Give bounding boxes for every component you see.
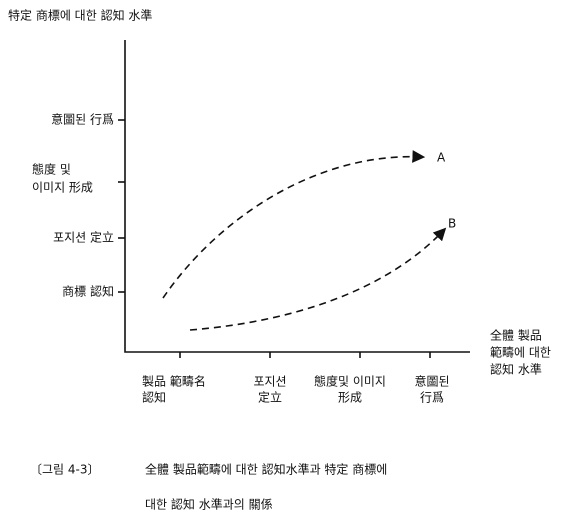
caption: 대한 認知 水準과의 關係 bbox=[145, 497, 273, 512]
caption: 全體 製品範疇에 대한 認知水準과 特定 商標에 bbox=[145, 462, 387, 477]
x-axis-label: 全體 製品 bbox=[490, 328, 542, 343]
x-level: 行爲 bbox=[420, 391, 444, 405]
y-level: 意圖된 行爲 bbox=[51, 112, 114, 127]
x-level: 認知 bbox=[142, 390, 166, 405]
y-level: 이미지 形成 bbox=[32, 181, 93, 195]
y-level: 商標 認知 bbox=[62, 284, 114, 299]
curve-a bbox=[162, 150, 426, 299]
curve-label: B bbox=[448, 217, 456, 231]
x-level: 定立 bbox=[258, 390, 282, 405]
x-level: 態度및 이미지 bbox=[314, 374, 386, 389]
x-axis-label: 認知 水準 bbox=[490, 362, 542, 377]
y-level: 態度 및 bbox=[32, 162, 71, 177]
caption-number: 〔그림 4-3〕 bbox=[30, 463, 100, 477]
x-level: 製品 範疇名 bbox=[142, 374, 206, 389]
y-level: 포지션 定立 bbox=[53, 230, 114, 245]
curve-label: A bbox=[437, 151, 446, 165]
x-level: 포지션 bbox=[253, 375, 286, 389]
title: 特定 商標에 대한 認知 水準 bbox=[8, 8, 152, 23]
x-axis-label: 範疇에 대한 bbox=[490, 345, 551, 360]
ticks bbox=[118, 119, 431, 358]
x-level: 形成 bbox=[338, 391, 362, 405]
axes bbox=[124, 40, 470, 353]
curve-b bbox=[189, 227, 447, 331]
x-level: 意圖된 bbox=[414, 374, 449, 389]
